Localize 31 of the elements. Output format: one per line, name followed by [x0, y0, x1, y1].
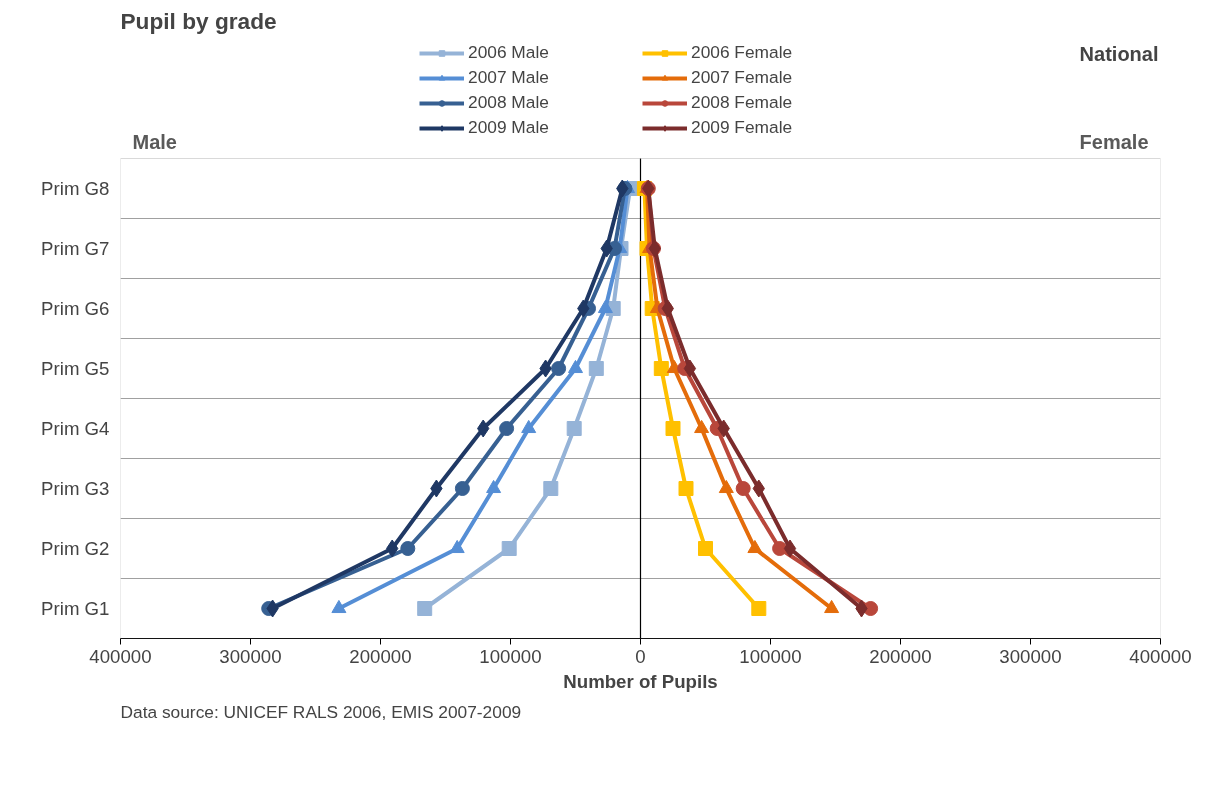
legend-label: 2009 Male — [468, 117, 550, 138]
x-tick-label: 200000 — [869, 645, 932, 667]
y-tick-label: Prim G8 — [41, 178, 110, 199]
text: Male — [132, 130, 177, 153]
legend-label: 2007 Female — [691, 67, 794, 88]
legend-label: 2007 Male — [468, 67, 550, 88]
text: National — [1079, 42, 1159, 65]
y-tick-label: Prim G1 — [41, 598, 110, 619]
x-tick-label: 0 — [635, 645, 646, 667]
x-tick-label: 100000 — [739, 645, 802, 667]
legend-label: 2008 Female — [691, 92, 794, 113]
y-tick-label: Prim G5 — [41, 358, 110, 379]
x-tick-label: 300000 — [999, 645, 1062, 667]
legend-label: 2006 Male — [468, 42, 550, 63]
x-tick-label: 100000 — [479, 645, 542, 667]
x-tick-label: 200000 — [349, 645, 412, 667]
y-tick-label: Prim G3 — [41, 478, 110, 499]
y-tick-label: Prim G2 — [41, 538, 110, 559]
x-axis-title: Number of Pupils — [563, 670, 718, 692]
x-tick-label: 300000 — [219, 645, 282, 667]
text: Female — [1079, 130, 1149, 153]
x-tick-label: 400000 — [1129, 645, 1192, 667]
x-tick-label: 400000 — [89, 645, 152, 667]
source-note: Data source: UNICEF RALS 2006, EMIS 2007-2009 — [120, 701, 522, 722]
legend-label: 2009 Female — [691, 117, 794, 138]
y-tick-label: Prim G4 — [41, 418, 110, 439]
y-tick-label: Prim G6 — [41, 298, 110, 319]
y-tick-label: Prim G7 — [41, 238, 110, 259]
legend-label: 2006 Female — [691, 42, 794, 63]
chart-title: Pupil by grade — [120, 7, 277, 34]
legend-label: 2008 Male — [468, 92, 550, 113]
